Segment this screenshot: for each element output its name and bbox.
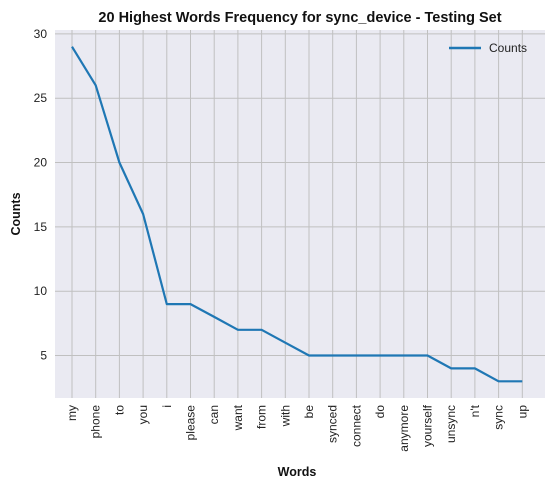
x-axis-label: Words — [278, 465, 317, 479]
legend: Counts — [449, 41, 527, 55]
x-tick-labels: my phone to you i please can want from with be sync… — [65, 404, 529, 451]
x-tick-label: want — [231, 404, 245, 431]
y-tick-labels: 5 10 15 20 25 30 — [34, 27, 48, 363]
x-tick-label: you — [136, 405, 150, 424]
y-tick-label: 15 — [34, 220, 48, 234]
y-axis-label: Counts — [9, 192, 23, 235]
x-tick-label: phone — [89, 405, 103, 439]
y-tick-label: 30 — [34, 27, 48, 41]
x-tick-label: please — [184, 405, 198, 441]
y-tick-label: 25 — [34, 91, 48, 105]
x-tick-label: my — [65, 405, 79, 421]
chart-title: 20 Highest Words Frequency for sync_devi… — [98, 10, 501, 26]
x-tick-label: up — [515, 405, 529, 419]
plot-area — [55, 30, 545, 398]
x-tick-label: to — [112, 405, 126, 415]
series-line-counts — [71, 46, 523, 383]
grid — [55, 30, 545, 398]
x-tick-label: anymore — [397, 405, 411, 452]
x-tick-label: be — [302, 405, 316, 419]
x-tick-label: n't — [468, 404, 482, 417]
legend-label-counts: Counts — [489, 41, 527, 55]
x-tick-label: from — [255, 405, 269, 429]
x-tick-label: synced — [326, 405, 340, 443]
y-tick-label: 10 — [34, 284, 48, 298]
x-tick-label: can — [207, 405, 221, 424]
x-tick-label: do — [373, 405, 387, 419]
y-tick-label: 5 — [40, 349, 47, 363]
x-tick-label: unsync — [444, 405, 458, 443]
x-tick-label: with — [278, 405, 292, 427]
x-tick-label: i — [160, 405, 174, 408]
x-tick-label: yourself — [421, 404, 435, 447]
y-tick-label: 20 — [34, 156, 48, 170]
x-tick-label: sync — [492, 405, 506, 430]
x-tick-label: connect — [349, 404, 363, 447]
